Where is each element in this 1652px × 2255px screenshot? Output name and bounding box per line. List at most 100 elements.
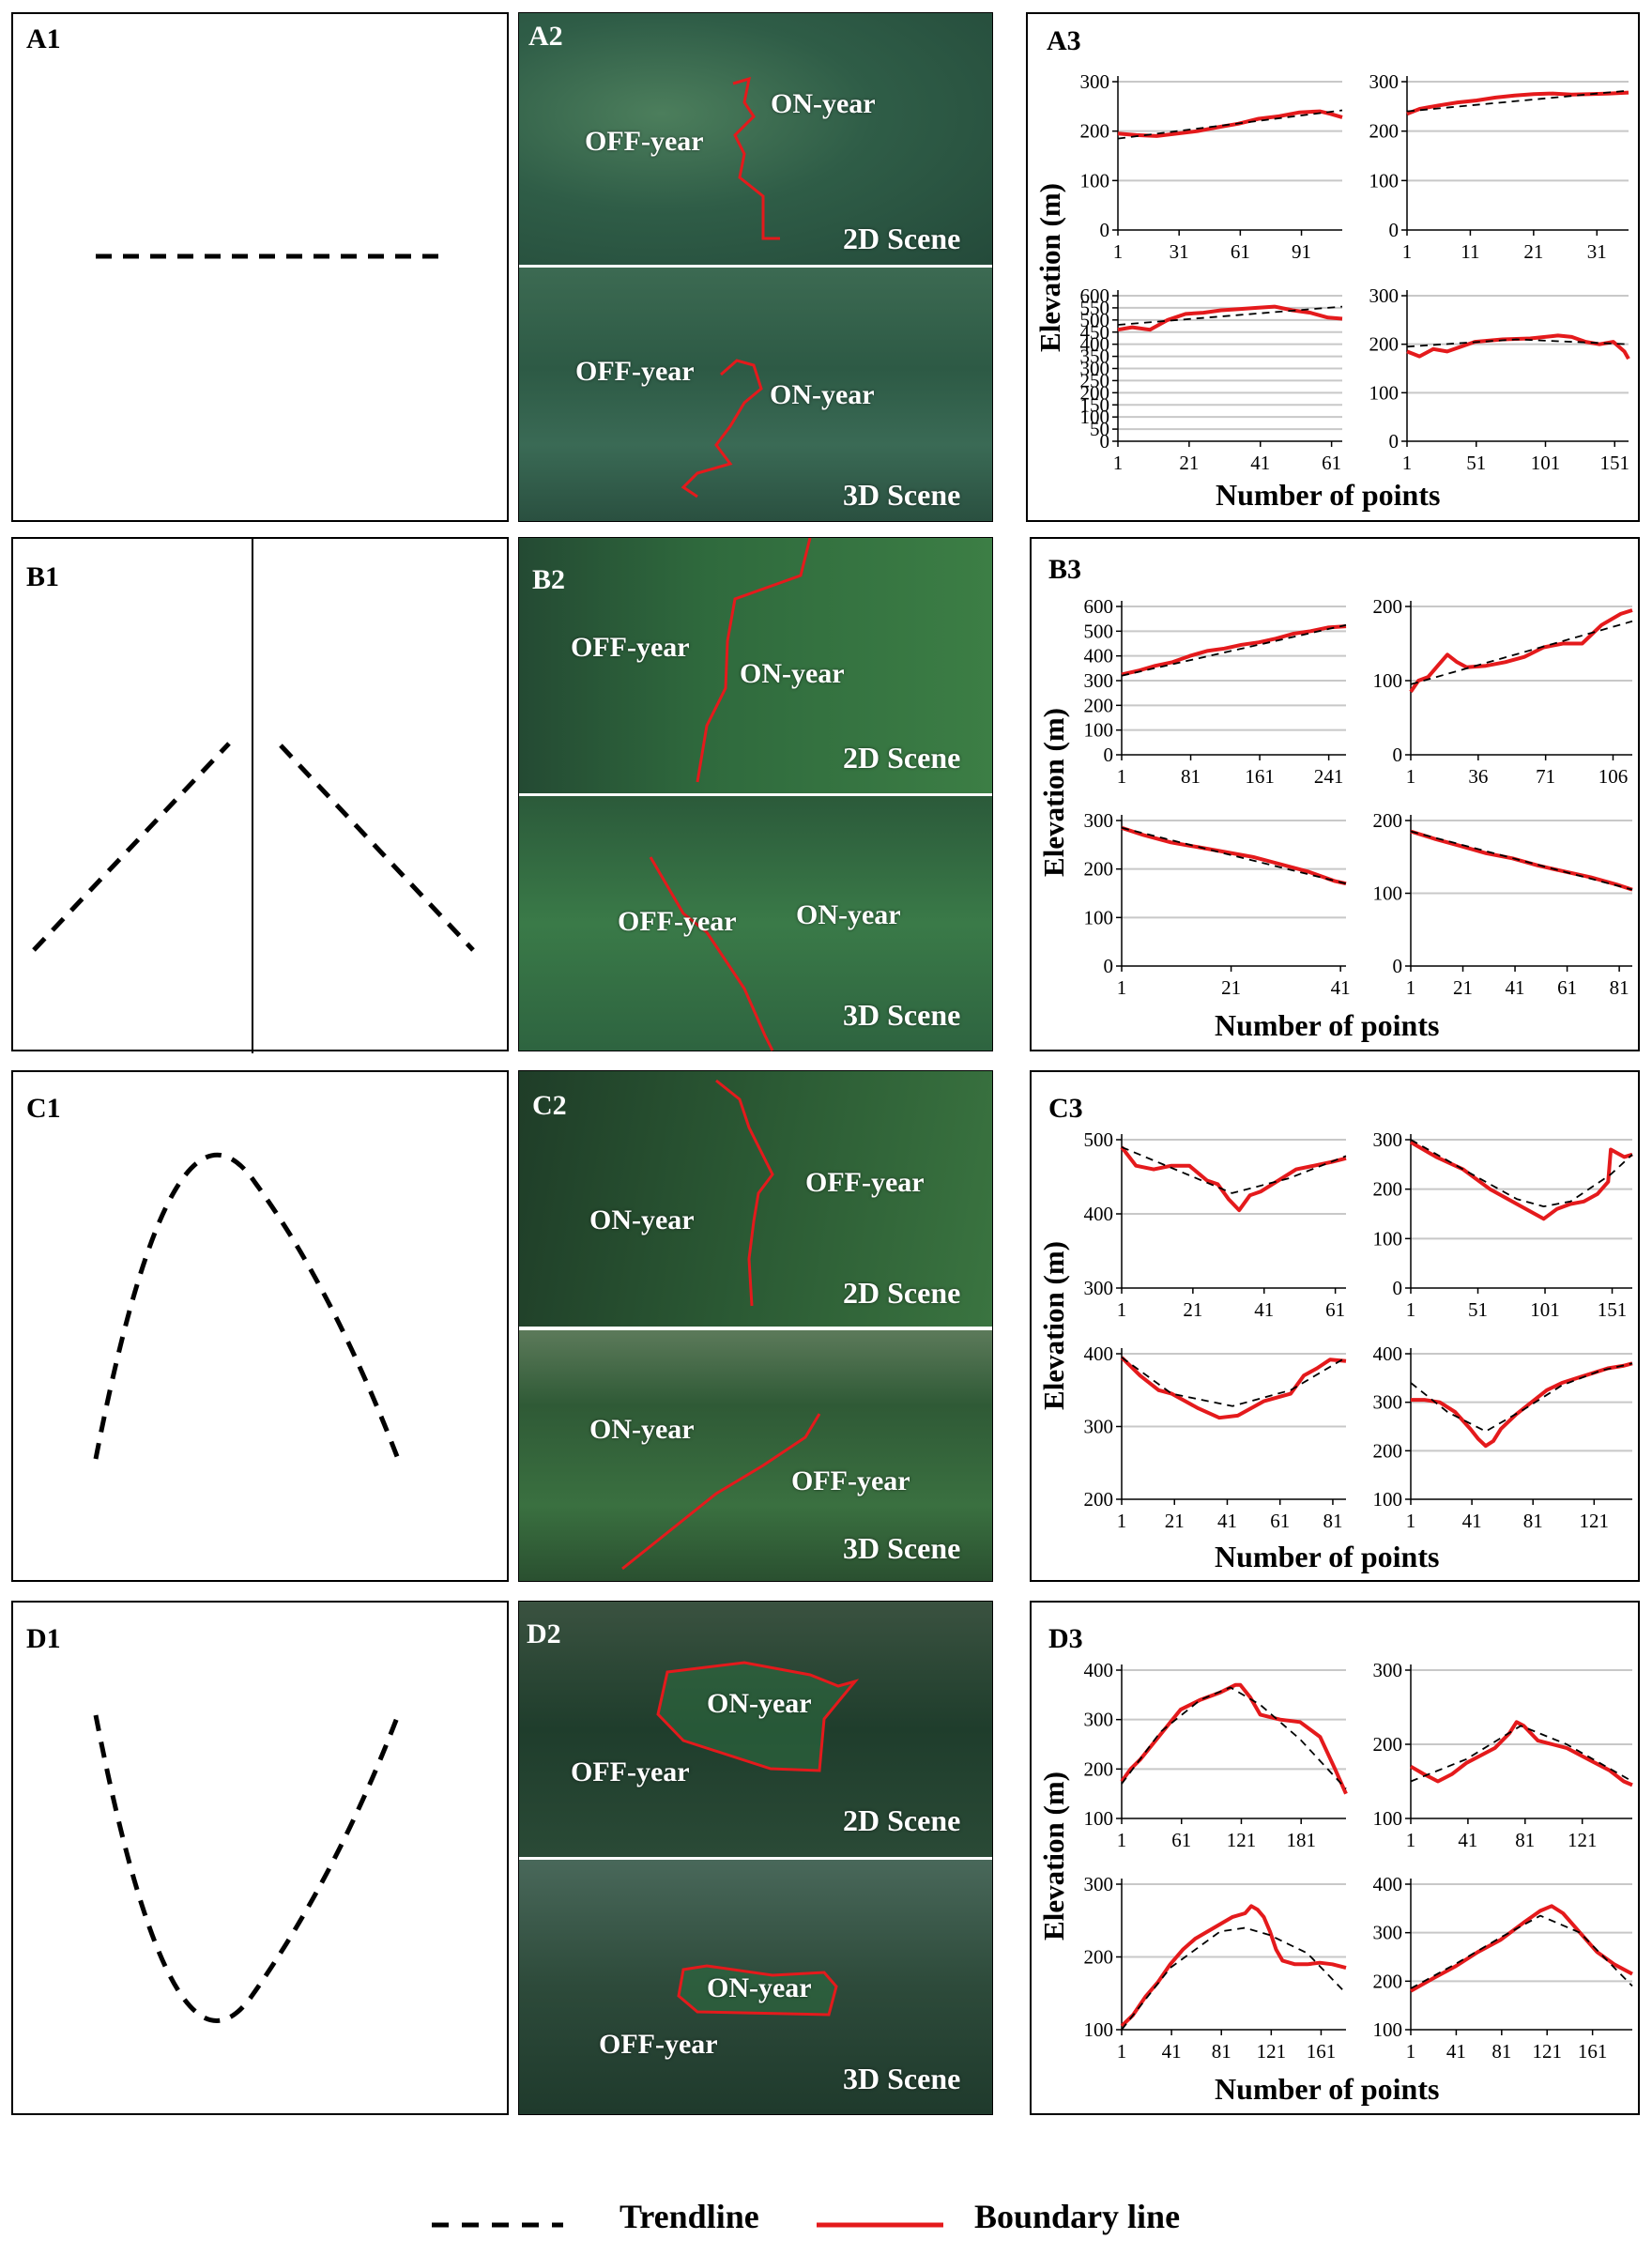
trendline-series bbox=[1121, 826, 1347, 885]
x-tick-label: 71 bbox=[1536, 765, 1555, 788]
y-tick-label: 0 bbox=[1100, 430, 1110, 453]
y-tick-label: 0 bbox=[1389, 219, 1400, 241]
y-tick-label: 100 bbox=[1084, 1807, 1114, 1830]
satellite-image-2d bbox=[519, 538, 992, 793]
y-tick-label: 100 bbox=[1369, 381, 1400, 404]
y-tick-label: 200 bbox=[1080, 381, 1110, 404]
subplot-top-right: 100 200 300 1 41 81 121 bbox=[1373, 1659, 1633, 1851]
boundary-line-series bbox=[1117, 304, 1343, 332]
trendline-series bbox=[1410, 830, 1633, 891]
y-tick-label: 250 bbox=[1080, 369, 1110, 391]
legend-boundary-label: Boundary line bbox=[974, 2198, 1181, 2235]
y-tick-label: 350 bbox=[1080, 345, 1110, 368]
y-tick-label: 200 bbox=[1084, 1757, 1114, 1780]
y-tick-label: 400 bbox=[1080, 333, 1110, 356]
x-tick-label: 121 bbox=[1227, 1829, 1257, 1851]
off-year-label: OFF-year bbox=[791, 1465, 910, 1496]
panel-label-c1: C1 bbox=[26, 1093, 61, 1124]
x-tick-label: 36 bbox=[1468, 765, 1488, 788]
scene-tag-3d: 3D Scene bbox=[843, 998, 961, 1032]
x-tick-label: 41 bbox=[1458, 1829, 1477, 1851]
chart-panel-a: A3 Elevation (m) 0 100 200 300 1 31 61 91 0 100 200… bbox=[1026, 12, 1640, 522]
trendline-series bbox=[1410, 1725, 1633, 1783]
panel-label-d1: D1 bbox=[26, 1623, 61, 1654]
x-tick-label: 241 bbox=[1314, 765, 1344, 788]
y-tick-label: 400 bbox=[1373, 1873, 1403, 1895]
boundary-line-series bbox=[1121, 624, 1347, 677]
x-tick-label: 1 bbox=[1113, 240, 1124, 263]
panel-label-a1: A1 bbox=[26, 23, 61, 54]
x-tick-label: 81 bbox=[1610, 976, 1629, 999]
y-tick-label: 200 bbox=[1080, 120, 1110, 143]
x-tick-label: 21 bbox=[1221, 976, 1241, 999]
boundary-line-series bbox=[1120, 1904, 1347, 2028]
on-year-label: ON-year bbox=[589, 1204, 695, 1235]
on-year-label: ON-year bbox=[707, 1972, 812, 2003]
image-panel-b: B2 OFF-year ON-year 2D Scene OFF-year ON… bbox=[518, 537, 993, 1051]
y-tick-label: 200 bbox=[1373, 809, 1403, 832]
y-tick-label: 100 bbox=[1080, 169, 1110, 192]
x-axis-title: Number of points bbox=[1215, 1008, 1440, 1042]
y-tick-label: 300 bbox=[1084, 809, 1114, 832]
y-tick-label: 500 bbox=[1084, 1128, 1114, 1151]
y-tick-label: 0 bbox=[1393, 744, 1403, 766]
y-tick-label: 400 bbox=[1084, 1342, 1114, 1365]
trendline-series bbox=[1121, 1357, 1347, 1407]
x-tick-label: 1 bbox=[1117, 1298, 1127, 1321]
boundary-overlay bbox=[649, 538, 812, 1051]
x-tick-label: 1 bbox=[1117, 2040, 1127, 2063]
scene-tag-2d: 2D Scene bbox=[843, 222, 961, 255]
x-tick-label: 81 bbox=[1491, 2040, 1511, 2063]
on-year-label: ON-year bbox=[770, 379, 875, 410]
y-tick-label: 300 bbox=[1084, 1416, 1114, 1438]
subplot-bottom-left: 0 100 200 300 1 21 41 bbox=[1084, 809, 1351, 999]
subplot-top-left: 100 200 300 400 1 61 121 181 bbox=[1084, 1659, 1348, 1851]
boundary-line-series bbox=[1117, 109, 1343, 138]
x-tick-label: 161 bbox=[1578, 2040, 1608, 2063]
off-year-label: OFF-year bbox=[599, 2029, 718, 2060]
x-tick-label: 61 bbox=[1325, 1298, 1345, 1321]
slope-shape-diagram bbox=[32, 539, 475, 1053]
y-tick-label: 100 bbox=[1373, 882, 1403, 905]
x-tick-label: 151 bbox=[1598, 1298, 1628, 1321]
off-year-label: OFF-year bbox=[571, 1756, 690, 1787]
y-tick-label: 100 bbox=[1373, 2018, 1403, 2041]
x-tick-label: 1 bbox=[1402, 240, 1413, 263]
concave-shape-diagram bbox=[93, 1714, 401, 2023]
y-tick-label: 300 bbox=[1373, 1659, 1403, 1681]
x-tick-label: 41 bbox=[1162, 2040, 1182, 2063]
y-tick-label: 100 bbox=[1084, 2018, 1114, 2041]
x-tick-label: 61 bbox=[1171, 1829, 1191, 1851]
x-tick-label: 41 bbox=[1506, 976, 1525, 999]
y-tick-label: 300 bbox=[1373, 1922, 1403, 1944]
image-panel-a: A2 ON-year OFF-year 2D Scene OFF-year ON… bbox=[518, 12, 993, 522]
chart-panel-d: D3 Elevation (m) 100 200 300 400 1 61 121 181 100… bbox=[1030, 1601, 1640, 2115]
y-tick-label: 400 bbox=[1084, 645, 1114, 667]
y-tick-label: 0 bbox=[1104, 744, 1114, 766]
subplot-top-left: 0 100 200 300 1 31 61 91 bbox=[1080, 70, 1343, 263]
trendline-series bbox=[1121, 1926, 1347, 2031]
x-tick-label: 1 bbox=[1406, 976, 1416, 999]
boundary-line-series bbox=[1409, 608, 1633, 694]
x-tick-label: 41 bbox=[1254, 1298, 1274, 1321]
x-tick-label: 51 bbox=[1468, 1298, 1488, 1321]
y-tick-label: 200 bbox=[1373, 1439, 1403, 1462]
panel-label-a3: A3 bbox=[1047, 25, 1081, 56]
shape-panel-c: C1 bbox=[11, 1070, 509, 1582]
y-tick-label: 0 bbox=[1104, 955, 1114, 977]
subplot-top-left: 300 400 500 1 21 41 61 bbox=[1084, 1128, 1347, 1321]
x-tick-label: 1 bbox=[1117, 1829, 1127, 1851]
x-tick-label: 31 bbox=[1587, 240, 1607, 263]
y-tick-label: 0 bbox=[1393, 1277, 1403, 1299]
x-tick-label: 1 bbox=[1117, 976, 1127, 999]
trendline-series bbox=[1117, 109, 1343, 140]
boundary-line-series bbox=[1411, 1361, 1633, 1449]
x-tick-label: 81 bbox=[1181, 765, 1201, 788]
y-tick-label: 300 bbox=[1084, 669, 1114, 692]
x-tick-label: 121 bbox=[1568, 1829, 1598, 1851]
